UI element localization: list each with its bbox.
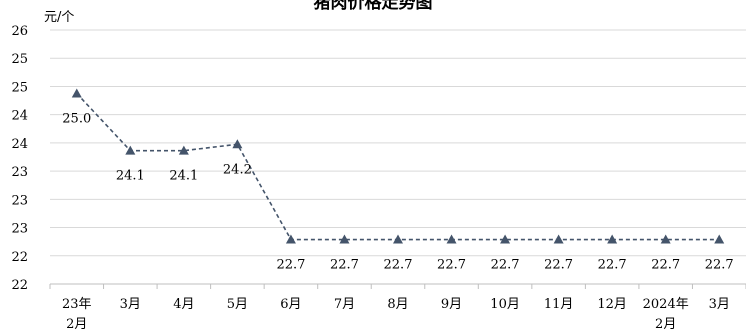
x-tick-label: 8月: [387, 297, 408, 312]
data-point-marker: [607, 234, 618, 244]
y-tick-label: 23: [11, 165, 28, 180]
x-tick-label: 12月: [597, 297, 627, 312]
data-point-marker: [339, 234, 350, 244]
data-label: 22.7: [705, 258, 734, 273]
data-point-marker: [500, 234, 511, 244]
data-point-marker: [71, 88, 82, 98]
data-label: 22.7: [276, 258, 305, 273]
data-label: 24.1: [116, 169, 145, 184]
x-tick-label: 4月: [173, 297, 194, 312]
x-tick-label: 9月: [441, 297, 462, 312]
data-label: 22.7: [544, 258, 573, 273]
data-label: 24.1: [169, 169, 198, 184]
chart-title: 猪肉价格走势图: [313, 0, 433, 13]
data-point-marker: [178, 145, 189, 155]
x-tick-label: 3月: [709, 297, 730, 312]
data-point-marker: [660, 234, 671, 244]
data-label: 22.7: [384, 258, 413, 273]
y-tick-label: 23: [11, 222, 28, 237]
series-line: [76, 92, 720, 241]
y-tick-label: 24: [11, 137, 28, 152]
data-point-marker: [714, 234, 725, 244]
x-tick-label: 5月: [227, 297, 248, 312]
x-tick-label: 23年 2月: [62, 297, 92, 332]
data-label: 22.7: [491, 258, 520, 273]
y-tick-label: 26: [11, 24, 28, 39]
y-tick-label: 22: [11, 250, 28, 265]
y-tick-label: 25: [11, 80, 28, 95]
x-tick-label: 7月: [334, 297, 355, 312]
x-tick-label: 6月: [280, 297, 301, 312]
data-point-marker: [393, 234, 403, 244]
y-tick-label: 24: [11, 109, 28, 124]
x-tick-label: 11月: [544, 297, 574, 312]
x-tick-label: 2024年 2月: [643, 297, 689, 332]
data-label: 22.7: [598, 258, 627, 273]
data-label: 22.7: [330, 258, 359, 273]
data-point-marker: [125, 145, 136, 155]
data-label: 25.0: [62, 112, 91, 127]
x-tick-label: 10月: [490, 297, 520, 312]
y-tick-label: 22: [11, 278, 28, 293]
data-point-marker: [553, 234, 564, 244]
x-tick-label: 3月: [120, 297, 141, 312]
data-label: 22.7: [651, 258, 680, 273]
y-axis-unit-label: 元/个: [44, 10, 75, 25]
data-point-marker: [232, 139, 243, 149]
y-tick-label: 23: [11, 193, 28, 208]
y-tick-label: 25: [11, 52, 28, 67]
data-label: 24.2: [223, 162, 252, 177]
data-point-marker: [285, 234, 296, 244]
data-label: 22.7: [437, 258, 466, 273]
data-point-marker: [446, 234, 457, 244]
